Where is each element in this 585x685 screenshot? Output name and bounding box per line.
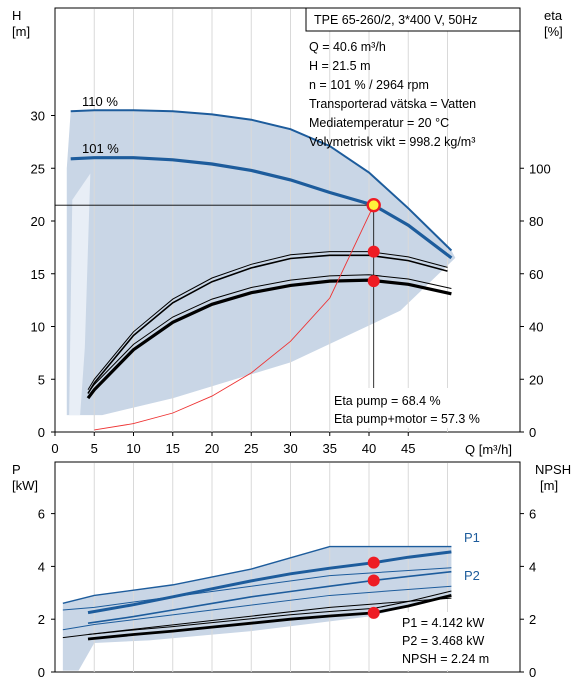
system-curve: [94, 205, 375, 431]
info-npsh: NPSH = 2.24 m: [402, 652, 489, 666]
npsh-curve-thin: [87, 590, 452, 635]
y-tick-label: 20: [31, 214, 45, 229]
p1-min-curve: [62, 585, 452, 631]
eta-total-curve: [86, 278, 452, 400]
curve-label-110: 110 %: [82, 94, 118, 109]
eta-tick-label: 40: [529, 320, 543, 335]
y-tick-label: 25: [31, 161, 45, 176]
y-tick-label: 15: [31, 267, 45, 282]
bottom-left-axis-unit: [kW]: [12, 478, 38, 493]
x-tick-label: 0: [51, 441, 58, 456]
info-temperature: Mediatemperatur = 20 °C: [309, 116, 449, 130]
x-tick-label: 30: [283, 441, 297, 456]
eta-tick-label: 0: [529, 425, 536, 440]
eta-pump-curve-thin: [87, 251, 448, 391]
series-label-p2: P2: [464, 568, 480, 583]
y-tick-label: 30: [31, 109, 45, 124]
x-axis-title: Q [m³/h]: [465, 442, 512, 457]
eta-point-marker: [367, 245, 380, 258]
npsh-curve: [87, 594, 452, 641]
npsh-tick-label: 4: [529, 559, 536, 574]
info-h: H = 21.5 m: [309, 59, 371, 73]
p-tick-label: 0: [38, 665, 45, 680]
p1-curve: [87, 550, 452, 615]
x-tick-label: 15: [166, 441, 180, 456]
info-density: Volymetrisk vikt = 998.2 kg/m³: [309, 135, 475, 149]
x-tick-label: 35: [323, 441, 337, 456]
y-tick-label: 0: [38, 425, 45, 440]
eta-total-curve-thin: [87, 274, 452, 394]
top-right-axis-unit: [%]: [544, 24, 563, 39]
power-point-marker: [367, 574, 380, 587]
min-flow-region: [69, 173, 91, 416]
eta-tick-label: 20: [529, 372, 543, 387]
y-tick-label: 5: [38, 372, 45, 387]
eta-tick-label: 60: [529, 267, 543, 282]
bottom-right-axis-unit: [m]: [540, 478, 558, 493]
eta-pump-text: Eta pump = 68.4 %: [334, 394, 441, 408]
eta-box: [331, 388, 511, 428]
curve-label-101: 101 %: [82, 141, 119, 156]
eta-tick-label: 100: [529, 161, 551, 176]
x-tick-label: 40: [362, 441, 376, 456]
p-tick-label: 4: [38, 559, 45, 574]
pump-model-title: TPE 65-260/2, 3*400 V, 50Hz: [314, 13, 478, 27]
operating-region: [66, 110, 456, 416]
bottom-right-axis-title: NPSH: [535, 462, 571, 477]
eta-pump-curve: [87, 254, 448, 394]
power-point-marker: [367, 606, 380, 619]
info-p1: P1 = 4.142 kW: [402, 616, 485, 630]
npsh-tick-label: 0: [529, 665, 536, 680]
p1-max-curve: [62, 545, 452, 605]
npsh-tick-label: 6: [529, 507, 536, 522]
p-tick-label: 2: [38, 612, 45, 627]
eta-tick-label: 80: [529, 214, 543, 229]
eta-pump-motor-text: Eta pump+motor = 57.3 %: [334, 412, 480, 426]
curve-110: [70, 109, 453, 252]
npsh-tick-label: 2: [529, 612, 536, 627]
x-tick-label: 25: [244, 441, 258, 456]
power-region: [62, 546, 452, 671]
curve-101: [70, 156, 453, 260]
p-tick-label: 6: [38, 507, 45, 522]
p2-min-curve: [62, 597, 452, 639]
duty-point-marker: [366, 197, 381, 213]
x-tick-label: 45: [401, 441, 415, 456]
top-left-axis-title: H: [12, 8, 21, 23]
info-p2: P2 = 3.468 kW: [402, 634, 485, 648]
x-tick-label: 5: [91, 441, 98, 456]
p2-curve: [87, 570, 452, 624]
power-info-box: [398, 612, 510, 670]
top-right-axis-title: eta: [544, 8, 563, 23]
info-liquid: Transporterad vätska = Vatten: [309, 97, 476, 111]
eta-point-marker: [367, 275, 380, 288]
series-label-p1: P1: [464, 530, 480, 545]
p2-max-curve: [62, 567, 452, 611]
power-point-marker: [367, 556, 380, 569]
bottom-left-axis-title: P: [12, 462, 21, 477]
x-tick-label: 10: [126, 441, 140, 456]
info-q: Q = 40.6 m³/h: [309, 40, 386, 54]
title-box: [305, 7, 521, 32]
x-tick-label: 20: [205, 441, 219, 456]
y-tick-label: 10: [31, 320, 45, 335]
top-left-axis-unit: [m]: [12, 24, 30, 39]
info-n: n = 101 % / 2964 rpm: [309, 78, 429, 92]
